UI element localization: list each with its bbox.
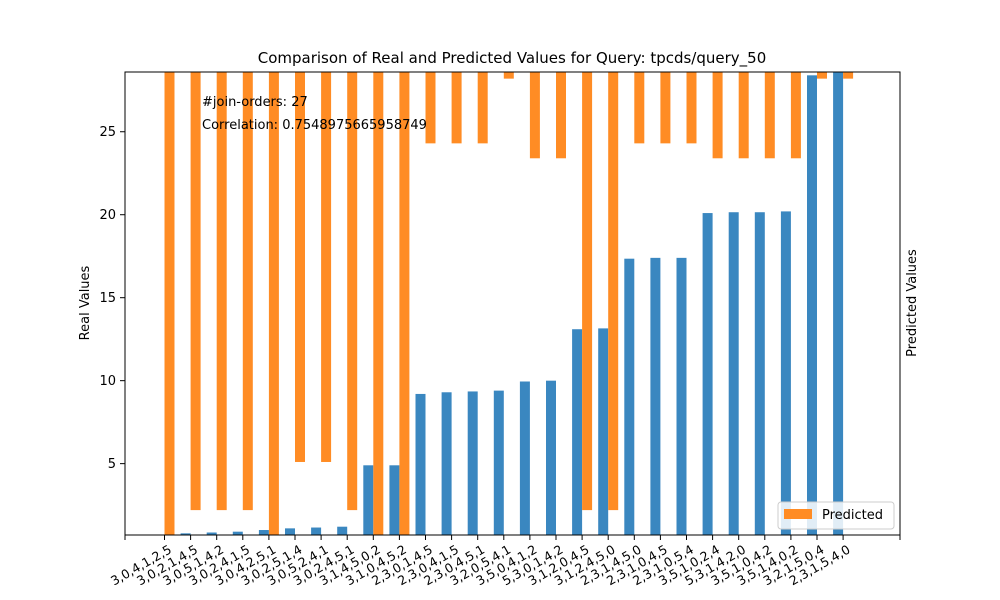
- bar-predicted-10: [425, 72, 436, 144]
- bar-real-23: [754, 212, 765, 536]
- bar-real-18: [624, 258, 635, 535]
- annotation-join-orders: #join-orders: 27: [202, 95, 308, 110]
- bar-predicted-26: [843, 72, 854, 79]
- bar-real-9: [389, 465, 400, 535]
- bar-predicted-20: [686, 72, 697, 144]
- bar-predicted-24: [790, 72, 801, 159]
- bar-predicted-19: [660, 72, 671, 144]
- bar-real-22: [728, 212, 739, 536]
- bar-predicted-3: [242, 72, 253, 511]
- y-tick-label-2: 15: [99, 291, 116, 306]
- bar-predicted-22: [738, 72, 749, 159]
- bar-real-8: [363, 465, 374, 535]
- bar-real-24: [780, 211, 791, 535]
- legend-box: [777, 501, 895, 530]
- bars-group: [164, 72, 854, 536]
- y-tick-label-4: 25: [99, 125, 116, 140]
- bar-predicted-7: [347, 72, 358, 511]
- y-ticks-group: 5 10 15 20 25: [99, 125, 125, 472]
- bar-real-19: [650, 257, 661, 535]
- bar-predicted-6: [321, 72, 332, 462]
- x-ticks-group: 3,0,4,1,2,53,0,2,1,4,53,0,5,1,4,23,0,2,4…: [108, 535, 901, 588]
- bar-predicted-9: [399, 72, 410, 535]
- chart-title: Comparison of Real and Predicted Values …: [258, 49, 767, 68]
- bar-predicted-23: [764, 72, 775, 159]
- y-tick-label-0: 5: [108, 457, 116, 472]
- bar-real-25: [807, 75, 817, 535]
- bar-real-6: [311, 527, 322, 535]
- bar-predicted-21: [712, 72, 723, 159]
- bar-predicted-25: [817, 72, 827, 79]
- bar-predicted-13: [503, 72, 514, 79]
- bar-real-5: [285, 528, 295, 535]
- annotation-correlation: Correlation: 0.7548975665958749: [202, 118, 427, 133]
- bar-predicted-18: [634, 72, 645, 144]
- plot-frame: [124, 71, 901, 536]
- bar-predicted-11: [451, 72, 462, 144]
- bar-real-15: [546, 380, 556, 535]
- bar-real-11: [441, 392, 452, 535]
- y-tick-label-1: 10: [99, 374, 116, 389]
- bar-real-12: [467, 391, 478, 535]
- bar-real-13: [493, 390, 504, 535]
- bar-predicted-0: [164, 72, 175, 535]
- bar-real-10: [415, 393, 426, 535]
- legend: Predicted: [777, 501, 895, 530]
- bar-predicted-4: [268, 72, 279, 535]
- bar-real-16: [572, 329, 583, 535]
- bar-real-1: [180, 533, 191, 535]
- bar-predicted-12: [477, 72, 488, 144]
- bar-predicted-2: [216, 72, 227, 511]
- bar-predicted-16: [582, 72, 593, 511]
- bar-real-4: [258, 530, 269, 535]
- bar-real-20: [676, 257, 687, 535]
- bar-predicted-8: [373, 72, 384, 535]
- legend-swatch-predicted: [784, 509, 812, 519]
- bar-predicted-17: [608, 72, 619, 511]
- bar-predicted-5: [295, 72, 305, 462]
- y-axis-label: Real Values: [78, 265, 93, 340]
- bar-real-26: [833, 72, 844, 535]
- y-tick-label-3: 20: [99, 208, 116, 223]
- bar-real-3: [232, 531, 243, 535]
- bar-predicted-14: [529, 72, 540, 159]
- bar-real-17: [598, 328, 609, 535]
- bar-real-2: [206, 532, 217, 535]
- legend-label-predicted: Predicted: [822, 508, 883, 523]
- bar-predicted-1: [190, 72, 201, 511]
- bar-real-21: [702, 213, 713, 535]
- bar-predicted-15: [556, 72, 566, 159]
- bar-real-14: [519, 381, 530, 535]
- bar-real-7: [337, 526, 348, 535]
- y-axis-label-right: Predicted Values: [905, 249, 920, 357]
